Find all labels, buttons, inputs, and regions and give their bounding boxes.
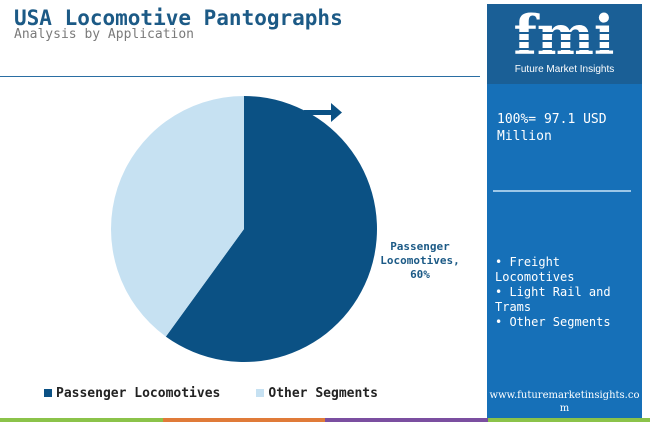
arrow-right-icon: [304, 103, 342, 122]
page-title: USA Locomotive Pantographs: [14, 6, 343, 30]
fmi-logo: fmi Future Market Insights: [487, 4, 642, 84]
legend-swatch-other: [256, 389, 265, 397]
legend-item-other: Other Segments: [256, 386, 378, 401]
pie-slice-passenger-locomotives: [165, 96, 377, 362]
pie-chart: [110, 96, 377, 362]
legend-label: Passenger Locomotives: [56, 385, 221, 401]
slice-label-passenger: Passenger Locomotives, 60%: [370, 240, 470, 282]
bottom-bar-segment: [325, 418, 488, 422]
logo-caption: Future Market Insights: [514, 64, 615, 75]
sidebar-divider: [493, 190, 631, 192]
legend-label: Other Segments: [268, 385, 378, 401]
header-divider: [0, 76, 480, 77]
bottom-color-bar: [0, 418, 650, 422]
bottom-bar-segment: [487, 418, 650, 422]
segment-list-item: • Other Segments: [495, 315, 611, 329]
legend-item-passenger: Passenger Locomotives: [44, 386, 220, 401]
pie-slice-other-segments: [110, 96, 244, 337]
page-subtitle: Analysis by Application: [14, 27, 195, 42]
slice-label-line: Passenger: [390, 240, 450, 253]
segment-label: Freight Locomotives: [495, 255, 575, 284]
website-link[interactable]: www.futuremarketinsights.com: [489, 390, 640, 414]
segment-label: Other Segments: [509, 315, 611, 329]
segment-list: • Freight Locomotives • Light Rail and T…: [495, 255, 639, 330]
segment-label: Light Rail and Trams: [495, 285, 611, 314]
chart-legend: Passenger Locomotives Other Segments: [44, 384, 414, 402]
summary-sidebar: fmi Future Market Insights 100%= 97.1 US…: [487, 4, 642, 418]
bottom-bar-segment: [162, 418, 325, 422]
logo-letters: fmi: [512, 10, 617, 60]
segment-list-item: • Light Rail and Trams: [495, 285, 611, 314]
legend-swatch-passenger: [44, 389, 52, 397]
slice-label-line: Locomotives,: [380, 254, 460, 267]
slice-label-line: 60%: [410, 268, 430, 281]
logo-letters-text: fmi: [514, 10, 615, 60]
bottom-bar-segment: [0, 418, 163, 422]
market-total: 100%= 97.1 USD Million: [497, 112, 607, 144]
segment-list-item: • Freight Locomotives: [495, 255, 575, 284]
